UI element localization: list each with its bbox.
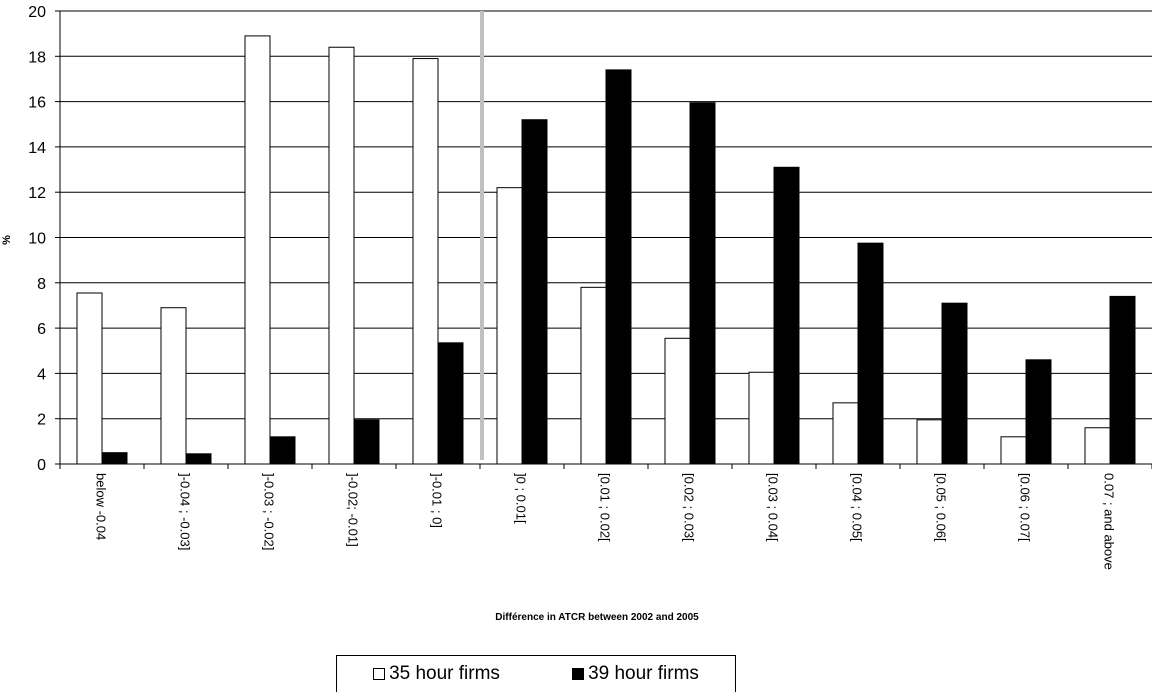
category-label: ]-0.03 ; -0.02]	[262, 473, 277, 550]
bar-35h	[916, 419, 943, 465]
category-label: [0.02 ; 0.03[	[682, 473, 697, 542]
category-label: [0.04 ; 0.05[	[850, 473, 865, 542]
category-label: [0.05 ; 0.06[	[934, 473, 949, 542]
legend-label-35h: 35 hour firms	[389, 663, 500, 684]
bar-39h	[353, 419, 380, 465]
category-label: ]0 ; 0.01[	[514, 473, 529, 524]
bar-39h	[605, 69, 632, 465]
category-labels: below -0.04 ]-0.04 ; -0.03] ]-0.03 ; -0.02…	[94, 473, 1117, 570]
bar-39h	[941, 302, 968, 465]
y-tick-label: 6	[37, 321, 46, 338]
bar-39h	[773, 166, 800, 465]
bar-35h	[496, 187, 523, 465]
y-tick-label: 8	[37, 276, 46, 293]
legend-swatch-35h	[373, 668, 386, 680]
bar-39h	[857, 242, 884, 465]
bar-35h	[328, 46, 355, 465]
y-tick-label: 2	[37, 412, 46, 429]
bar-35h	[244, 35, 271, 465]
category-label: [0.06 ; 0.07[	[1018, 473, 1033, 542]
bar-35h	[1000, 436, 1027, 465]
category-label: [0.01 ; 0.02[	[598, 473, 613, 542]
category-label: below -0.04	[94, 473, 109, 540]
bar-35h	[160, 307, 187, 465]
y-axis-label: %	[1, 235, 13, 245]
y-tick-label: 14	[28, 140, 46, 157]
y-tick-label: 12	[28, 185, 46, 202]
y-tick-label: 18	[28, 49, 46, 66]
legend: 35 hour firms 39 hour firms	[336, 655, 736, 692]
bar-39h	[689, 102, 716, 465]
bar-chart: 0 2 4 6 8 10 12 14 16 18 20 below -0.04 ]-0.04 ; -0…	[1, 4, 1152, 623]
bar-35h	[412, 58, 439, 465]
category-label: ]-0.01 ; 0]	[430, 473, 445, 528]
bar-39h	[269, 436, 296, 465]
bar-39h	[521, 119, 548, 465]
category-label: ]-0.02; -0.01]	[346, 473, 361, 547]
bar-35h	[76, 292, 103, 465]
bar-35h	[664, 337, 691, 465]
y-tick-label: 0	[37, 457, 46, 474]
axes	[55, 10, 1152, 469]
y-tick-label: 10	[28, 231, 46, 248]
x-axis-label: Différence in ATCR between 2002 and 2005	[495, 612, 699, 623]
category-label: 0.07 ; and above	[1102, 473, 1117, 570]
legend-swatch-39h	[572, 668, 585, 680]
bars	[76, 35, 1136, 465]
legend-label-39h: 39 hour firms	[588, 663, 699, 684]
bar-39h	[437, 342, 464, 465]
legend-item-35h: 35 hour firms	[373, 663, 500, 685]
bar-35h	[580, 286, 607, 465]
y-tick-label: 16	[28, 95, 46, 112]
bar-35h	[832, 402, 859, 465]
legend-item-39h: 39 hour firms	[572, 663, 699, 685]
bar-39h	[101, 452, 128, 465]
bar-39h	[185, 453, 212, 465]
category-label: ]-0.04 ; -0.03]	[178, 473, 193, 550]
y-tick-labels: 0 2 4 6 8 10 12 14 16 18 20	[28, 4, 46, 474]
category-label: [0.03 ; 0.04[	[766, 473, 781, 542]
y-tick-label: 4	[37, 366, 46, 383]
bar-39h	[1025, 359, 1052, 465]
y-tick-label: 20	[28, 4, 46, 21]
bar-35h	[748, 371, 775, 465]
bar-39h	[1109, 295, 1136, 465]
bar-35h	[1084, 427, 1111, 465]
